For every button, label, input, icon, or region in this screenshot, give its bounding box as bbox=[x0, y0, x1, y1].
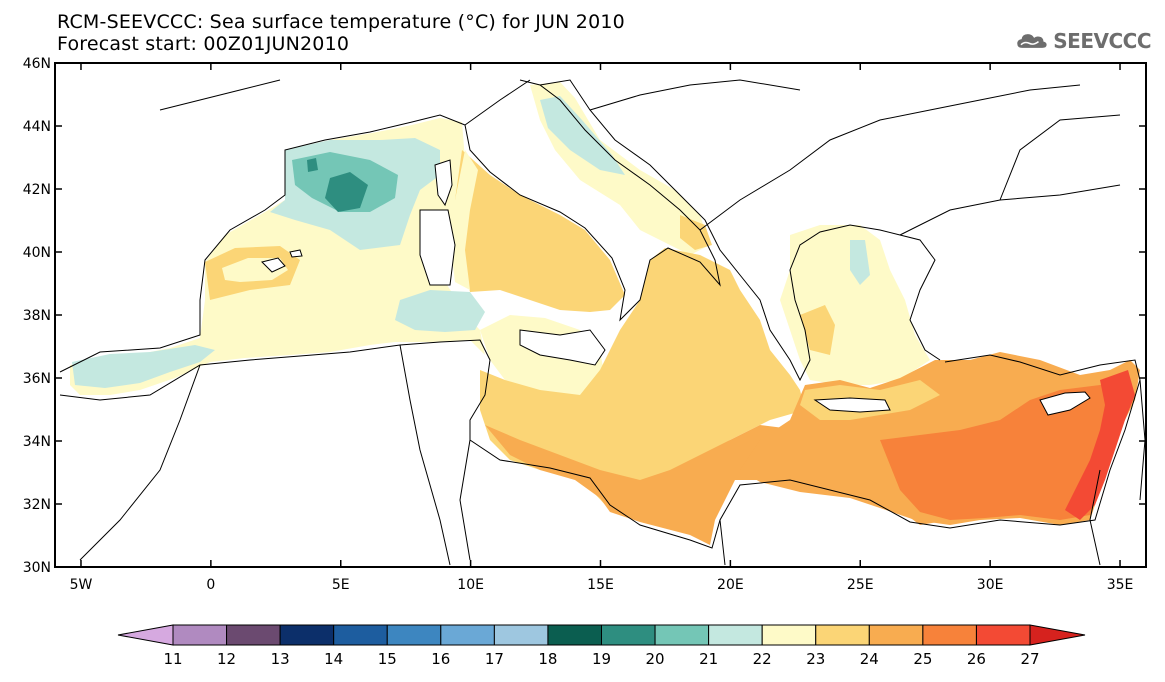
lat-label: 46N bbox=[23, 56, 51, 72]
colorbar: 11 12 13 14 15 16 17 18 19 20 21 22 23 24 25 26 27 bbox=[117, 624, 1086, 668]
lat-label: 44N bbox=[23, 119, 51, 135]
island-crete bbox=[813, 397, 891, 413]
map-title: RCM-SEEVCCC: Sea surface temperature (°C… bbox=[57, 11, 625, 33]
colorbar-swatch bbox=[440, 624, 495, 646]
colorbar-label: 21 bbox=[699, 650, 718, 668]
longitude-axis: 5W 0 5E 10E 15E 20E 25E 30E 35E bbox=[70, 63, 1134, 593]
lon-label: 10E bbox=[457, 577, 484, 593]
sst-region-tyrrhenian-22 bbox=[450, 150, 478, 290]
cloud-icon bbox=[1017, 34, 1047, 48]
sst-region-levant-25 bbox=[880, 380, 1130, 520]
colorbar-swatch bbox=[226, 624, 281, 646]
sst-region-adriatic-21 bbox=[540, 96, 625, 175]
colorbar-swatch bbox=[333, 624, 388, 646]
coast-italy bbox=[464, 79, 721, 322]
colorbar-swatch bbox=[279, 624, 335, 646]
colorbar-swatch bbox=[708, 624, 763, 646]
colorbar-label: 15 bbox=[378, 650, 397, 668]
sst-region-alboran-21 bbox=[72, 345, 215, 388]
coast-north-africa bbox=[59, 339, 1141, 549]
island-cyprus bbox=[1039, 391, 1091, 416]
colorbar-label: 18 bbox=[538, 650, 557, 668]
colorbar-swatch bbox=[761, 624, 817, 646]
colorbar-label: 25 bbox=[913, 650, 932, 668]
island-corsica bbox=[434, 159, 453, 207]
lat-label: 42N bbox=[23, 182, 51, 198]
seevccc-logo: SEEVCCC bbox=[1016, 25, 1151, 57]
sst-region-lion-19 bbox=[325, 172, 368, 212]
border-lines-africa bbox=[79, 344, 1146, 566]
sst-region-lion-19b bbox=[307, 158, 318, 172]
colorbar-label: 16 bbox=[431, 650, 450, 668]
lon-label: 25E bbox=[847, 577, 874, 593]
latitude-axis: 46N 44N 42N 40N 38N 36N 34N 32N 30N bbox=[23, 56, 1146, 576]
colorbar-label: 12 bbox=[217, 650, 236, 668]
colorbar-label: 17 bbox=[485, 650, 504, 668]
colorbar-label: 23 bbox=[806, 650, 825, 668]
colorbar-label: 24 bbox=[860, 650, 879, 668]
sst-region-sardinia-21 bbox=[395, 290, 485, 332]
lon-label: 5E bbox=[332, 577, 350, 593]
logo-text: SEEVCCC bbox=[1053, 29, 1151, 53]
colorbar-min-arrow bbox=[117, 624, 174, 646]
colorbar-label: 27 bbox=[1020, 650, 1039, 668]
sst-region-tyrrhenian-23 bbox=[455, 150, 625, 312]
lon-label: 35E bbox=[1107, 577, 1134, 593]
sst-region-levant-26 bbox=[1065, 370, 1135, 520]
sst-region-adriatic-23 bbox=[680, 215, 712, 250]
lon-label: 20E bbox=[717, 577, 744, 593]
island-menorca bbox=[289, 249, 303, 258]
colorbar-swatch bbox=[493, 624, 549, 646]
lat-label: 38N bbox=[23, 308, 51, 324]
sst-region-aegean-23 bbox=[800, 305, 835, 355]
colorbar-max-arrow bbox=[1029, 624, 1086, 646]
lat-label: 30N bbox=[23, 560, 51, 576]
lat-label: 32N bbox=[23, 497, 51, 513]
colorbar-label: 13 bbox=[271, 650, 290, 668]
coast-iberia bbox=[59, 114, 466, 373]
island-mallorca bbox=[261, 257, 286, 273]
lon-label: 0 bbox=[206, 577, 215, 593]
colorbar-swatch bbox=[601, 624, 656, 646]
colorbar-swatch bbox=[815, 624, 870, 646]
colorbar-swatch bbox=[654, 624, 710, 646]
lon-label: 15E bbox=[587, 577, 614, 593]
colorbar-swatch bbox=[868, 624, 924, 646]
colorbar-swatch bbox=[172, 624, 228, 646]
border-lines-europe bbox=[159, 79, 1121, 236]
forecast-start-label: Forecast start: 00Z01JUN2010 bbox=[57, 33, 350, 55]
lat-label: 40N bbox=[23, 245, 51, 261]
land-islands bbox=[261, 159, 1091, 416]
lat-label: 36N bbox=[23, 371, 51, 387]
lon-label: 30E bbox=[977, 577, 1004, 593]
sst-field bbox=[70, 82, 1140, 545]
lat-label: 34N bbox=[23, 434, 51, 450]
coast-balkans bbox=[539, 79, 941, 382]
colorbar-swatch bbox=[386, 624, 442, 646]
coastlines bbox=[59, 79, 1146, 566]
colorbar-label: 11 bbox=[163, 650, 182, 668]
colorbar-swatch bbox=[547, 624, 602, 646]
colorbar-label: 22 bbox=[753, 650, 772, 668]
sst-region-aegean-21 bbox=[850, 240, 870, 285]
lon-label: 5W bbox=[70, 577, 93, 593]
island-sicily bbox=[519, 329, 606, 366]
colorbar-swatch bbox=[975, 624, 1031, 646]
colorbar-label: 26 bbox=[967, 650, 986, 668]
colorbar-swatch bbox=[922, 624, 977, 646]
colorbar-label: 19 bbox=[592, 650, 611, 668]
colorbar-label: 14 bbox=[324, 650, 343, 668]
colorbar-label: 20 bbox=[646, 650, 665, 668]
island-sardinia bbox=[419, 209, 456, 286]
